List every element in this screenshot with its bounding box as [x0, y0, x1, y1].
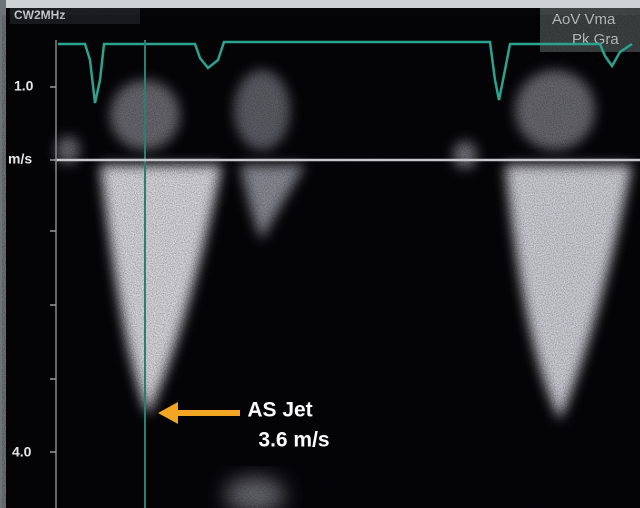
measure-label: AoV Vma	[552, 11, 616, 28]
mode-label: CW2MHz	[14, 8, 65, 22]
annotation-text: AS Jet	[247, 399, 312, 422]
doppler-screen: CW2MHz AoV Vma Pk Gra 1.0 m/s 4.0 AS Jet…	[0, 0, 640, 508]
scale-label: 4.0	[12, 444, 32, 460]
left-frame	[0, 0, 6, 508]
as-jet-envelope	[60, 60, 640, 508]
measure-label: Pk Gra	[572, 31, 619, 48]
annotation-text: 3.6 m/s	[258, 429, 329, 452]
scale-label: 1.0	[14, 78, 34, 94]
top-frame	[0, 0, 640, 8]
scale-unit: m/s	[8, 151, 32, 167]
